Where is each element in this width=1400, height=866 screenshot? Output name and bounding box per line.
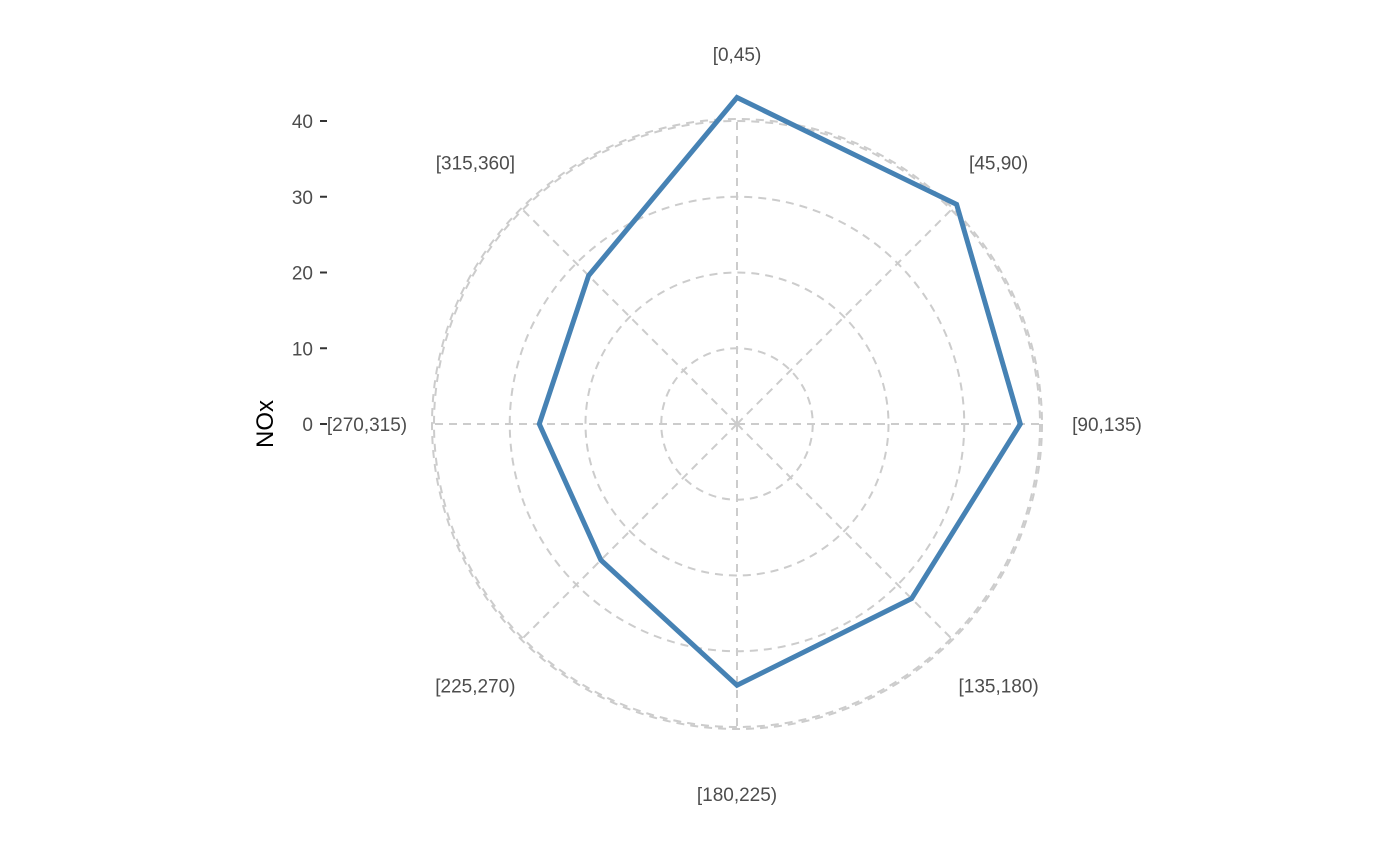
series-line — [536, 94, 1024, 689]
y-tick-label: 40 — [292, 112, 313, 133]
grid-ring-outer — [431, 118, 1043, 730]
grid-spoke — [736, 207, 954, 425]
series-layer — [536, 94, 1024, 689]
category-label: [225,270) — [435, 677, 515, 698]
y-tick-label: 10 — [292, 339, 313, 360]
y-tick-label: 0 — [302, 415, 313, 436]
y-axis: 0 10 20 30 40 — [292, 112, 327, 436]
category-labels: [0,45) [45,90) [90,135) [135,180) [180,225) [… — [327, 45, 1142, 806]
category-label: [45,90) — [969, 153, 1028, 174]
y-tick-label: 30 — [292, 188, 313, 209]
grid-spoke — [736, 423, 954, 641]
grid-spoke — [520, 207, 738, 425]
category-label: [90,135) — [1072, 415, 1142, 436]
grid-ring-40 — [433, 120, 1041, 728]
grid-spokes — [432, 119, 1042, 729]
category-label: [180,225) — [697, 785, 777, 806]
y-tick-label: 20 — [292, 264, 313, 285]
category-label: [0,45) — [713, 45, 762, 66]
y-axis-title: NOx — [252, 400, 279, 448]
grid-ring-20 — [584, 271, 890, 577]
category-label: [135,180) — [958, 677, 1038, 698]
grid-spoke — [520, 423, 738, 641]
category-label: [315,360] — [436, 153, 515, 174]
category-label: [270,315) — [327, 415, 407, 436]
